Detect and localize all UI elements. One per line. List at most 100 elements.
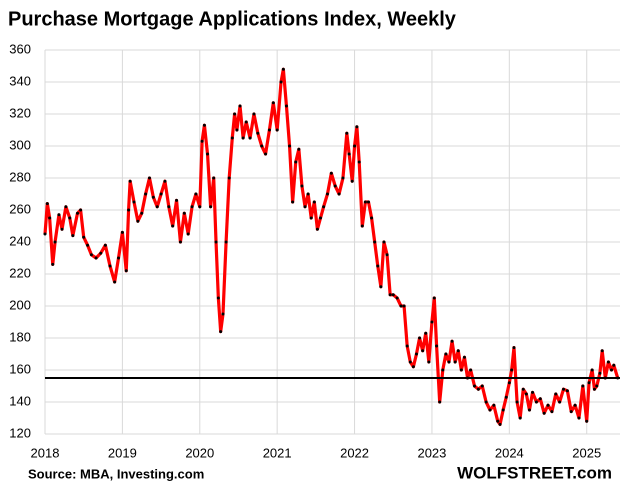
data-point [573, 403, 577, 407]
x-tick-label: 2025 [572, 445, 601, 460]
data-point [244, 120, 248, 124]
data-point [209, 205, 213, 209]
chart-title: Purchase Mortgage Applications Index, We… [8, 8, 457, 30]
data-point [279, 80, 283, 84]
data-point [424, 331, 428, 335]
data-point [136, 219, 140, 223]
data-point [64, 205, 68, 209]
data-point [366, 200, 370, 204]
data-point [190, 205, 194, 209]
data-point [347, 152, 351, 156]
data-point [230, 136, 234, 140]
x-tick-label: 2023 [417, 445, 446, 460]
data-point [562, 387, 566, 391]
data-point [291, 200, 295, 204]
data-point [598, 371, 602, 375]
data-point [151, 195, 155, 199]
data-point [438, 400, 442, 404]
data-point [76, 211, 80, 215]
data-point [376, 264, 380, 268]
data-point [565, 389, 569, 393]
data-point [43, 232, 47, 236]
data-point [484, 400, 488, 404]
x-tick-label: 2019 [108, 445, 137, 460]
data-point [581, 384, 585, 388]
data-point [480, 384, 484, 388]
data-point [241, 136, 245, 140]
data-point [542, 411, 546, 415]
data-point [45, 202, 49, 206]
data-point [363, 200, 367, 204]
data-point [267, 128, 271, 132]
x-tick-label: 2024 [495, 445, 524, 460]
data-point [587, 381, 591, 385]
y-tick-label: 260 [9, 201, 31, 216]
data-point [337, 192, 341, 196]
data-point [260, 144, 264, 148]
y-tick-label: 200 [9, 297, 31, 312]
y-tick-label: 240 [9, 233, 31, 248]
data-point [606, 360, 610, 364]
data-point [435, 344, 439, 348]
data-point [309, 216, 313, 220]
data-point [194, 192, 198, 196]
data-point [315, 227, 319, 231]
data-point [99, 251, 103, 255]
data-point [281, 67, 285, 71]
data-point [546, 403, 550, 407]
data-point [569, 410, 573, 414]
data-point [221, 312, 225, 316]
data-point [113, 280, 117, 284]
data-point [507, 381, 511, 385]
data-point [198, 205, 202, 209]
data-point [399, 304, 403, 308]
y-tick-label: 360 [9, 41, 31, 56]
data-point [453, 360, 457, 364]
data-point [144, 192, 148, 196]
y-tick-label: 140 [9, 393, 31, 408]
data-point [71, 234, 75, 238]
data-point [140, 211, 144, 215]
data-point [418, 336, 422, 340]
data-point [155, 205, 159, 209]
watermark: WOLFSTREET.com [457, 463, 612, 482]
data-point [609, 368, 613, 372]
data-point [233, 112, 237, 116]
data-point [590, 368, 594, 372]
data-point [51, 262, 55, 266]
data-point [57, 213, 61, 217]
data-point [120, 230, 124, 234]
x-tick-label: 2021 [263, 445, 292, 460]
data-point [60, 227, 64, 231]
data-point [421, 349, 425, 353]
data-point [382, 240, 386, 244]
data-point [527, 408, 531, 412]
x-tick-label: 2020 [185, 445, 214, 460]
x-tick-label: 2022 [340, 445, 369, 460]
data-point [405, 344, 409, 348]
data-point [488, 408, 492, 412]
data-point [271, 101, 275, 105]
data-point [341, 176, 345, 180]
data-point [554, 392, 558, 396]
data-point [355, 125, 359, 129]
data-point [515, 400, 519, 404]
data-point [147, 176, 151, 180]
data-point [124, 269, 128, 273]
data-point [612, 363, 616, 367]
data-point [127, 208, 131, 212]
data-point [288, 144, 292, 148]
data-point [592, 387, 596, 391]
data-point [171, 224, 175, 228]
data-point [510, 368, 514, 372]
data-point [360, 224, 364, 228]
data-point [163, 179, 167, 183]
data-point [432, 296, 436, 300]
data-point [238, 104, 242, 108]
data-point [248, 136, 252, 140]
data-point [391, 293, 395, 297]
data-point [175, 198, 179, 202]
data-point [441, 368, 445, 372]
data-point [600, 349, 604, 353]
